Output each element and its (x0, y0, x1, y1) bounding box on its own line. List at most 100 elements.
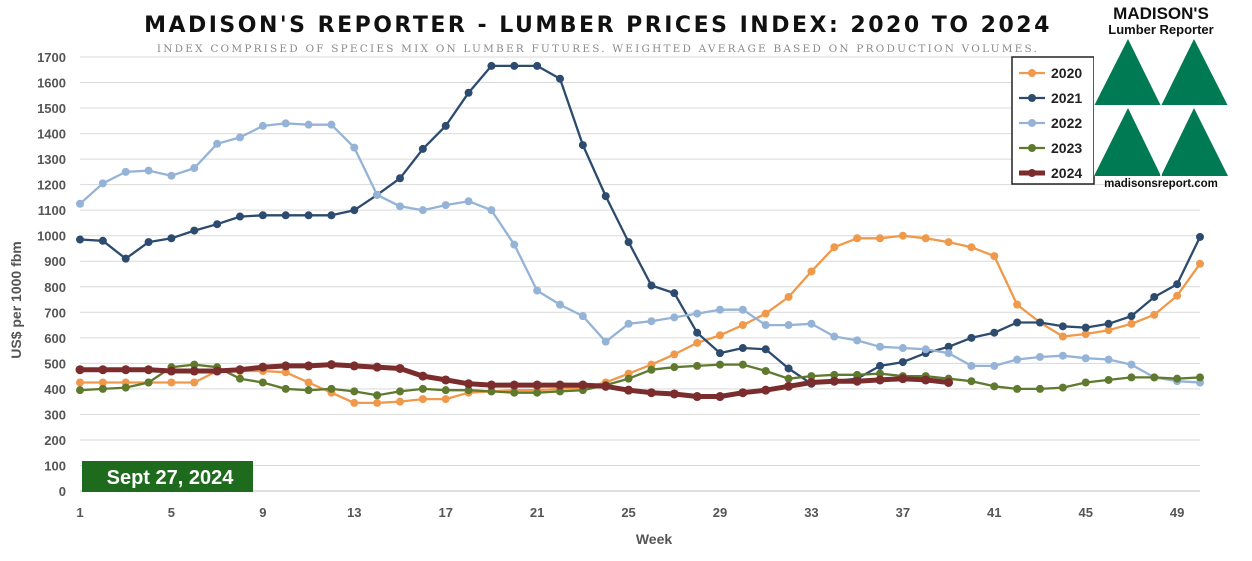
data-point (556, 387, 564, 396)
logo-shape (1128, 39, 1194, 106)
series-lines (75, 61, 1204, 407)
data-point (98, 378, 107, 387)
data-point (990, 252, 999, 261)
data-point (921, 345, 930, 354)
data-point (213, 220, 222, 229)
data-point (533, 286, 542, 295)
data-point (396, 397, 404, 406)
data-point (876, 234, 884, 243)
data-point (716, 349, 724, 358)
data-point (98, 179, 107, 188)
data-point (647, 317, 656, 326)
data-point (464, 386, 473, 395)
data-point (395, 363, 405, 373)
logo-name: MADISON'S (1113, 4, 1209, 23)
x-tick-label: 21 (530, 505, 544, 520)
legend-label: 2024 (1051, 165, 1082, 181)
x-tick-label: 5 (168, 505, 175, 520)
y-tick-label: 800 (44, 280, 66, 295)
data-point (281, 361, 291, 371)
x-tick-label: 25 (621, 505, 635, 520)
legend-label: 2022 (1051, 115, 1082, 131)
data-point (1058, 332, 1067, 341)
date-badge-label: Sept 27, 2024 (107, 467, 235, 489)
data-point (784, 374, 793, 383)
y-axis-ticks: 0 100 200 300 400 500 600 700 800 900 1000 1100 1200… (37, 50, 66, 499)
legend-item-2022: 2022 (1019, 115, 1082, 131)
madisons-logo: MADISON'S Lumber Reporter madisonsreport… (1094, 4, 1228, 190)
y-tick-label: 700 (44, 305, 66, 320)
data-point (876, 361, 884, 370)
data-point (213, 139, 222, 148)
y-tick-label: 500 (44, 356, 66, 371)
data-point (509, 380, 519, 390)
data-point (853, 370, 862, 379)
data-point (350, 143, 359, 152)
data-point (944, 378, 954, 387)
data-point (716, 305, 724, 314)
x-tick-label: 29 (713, 505, 727, 520)
data-point (533, 388, 542, 397)
data-point (76, 199, 84, 208)
data-point (1058, 351, 1067, 360)
data-point (670, 350, 679, 359)
data-point (281, 368, 290, 377)
logo-shape (1094, 108, 1128, 176)
data-point (167, 234, 176, 243)
logo-shape (1194, 108, 1228, 176)
data-point (373, 391, 382, 400)
data-point (1196, 259, 1204, 268)
data-point (738, 321, 747, 330)
data-point (1104, 355, 1113, 364)
data-point (761, 367, 770, 376)
data-point (898, 374, 908, 384)
data-point (1127, 319, 1136, 328)
data-point (1013, 384, 1022, 393)
data-point (1058, 383, 1067, 392)
y-tick-label: 1700 (37, 50, 66, 65)
data-point (281, 211, 290, 220)
logo-divider (1094, 105, 1228, 108)
data-point (304, 378, 313, 387)
data-point (441, 386, 450, 395)
data-point (510, 388, 519, 397)
data-point (1036, 352, 1044, 361)
data-point (167, 378, 176, 387)
data-point (624, 374, 633, 383)
data-point (1127, 373, 1136, 382)
data-point (875, 375, 885, 385)
data-point (738, 305, 747, 314)
data-point (396, 387, 404, 396)
data-point (806, 378, 816, 387)
data-point (853, 234, 862, 243)
logo-shape (1194, 39, 1228, 106)
y-tick-label: 1300 (37, 152, 66, 167)
data-point (898, 231, 907, 240)
data-point (418, 384, 427, 393)
data-point (190, 360, 199, 369)
data-point (669, 389, 679, 399)
data-point (1150, 310, 1159, 319)
data-point (1013, 318, 1022, 327)
data-point (967, 361, 976, 370)
data-point (1127, 360, 1136, 369)
data-point (350, 398, 359, 407)
data-point (693, 328, 702, 337)
data-point (189, 366, 199, 376)
data-point (624, 385, 634, 395)
data-point (236, 133, 244, 142)
y-tick-label: 0 (59, 484, 66, 499)
data-point (1036, 318, 1044, 327)
data-point (944, 349, 953, 358)
data-point (556, 300, 564, 309)
data-point (647, 281, 656, 290)
legend-swatch-marker (1028, 94, 1036, 102)
data-point (990, 382, 999, 391)
data-point (235, 365, 245, 375)
data-point (876, 369, 884, 378)
data-point (281, 384, 290, 393)
data-point (670, 289, 679, 298)
data-point (716, 331, 724, 340)
data-point (418, 144, 427, 153)
data-point (510, 240, 519, 249)
